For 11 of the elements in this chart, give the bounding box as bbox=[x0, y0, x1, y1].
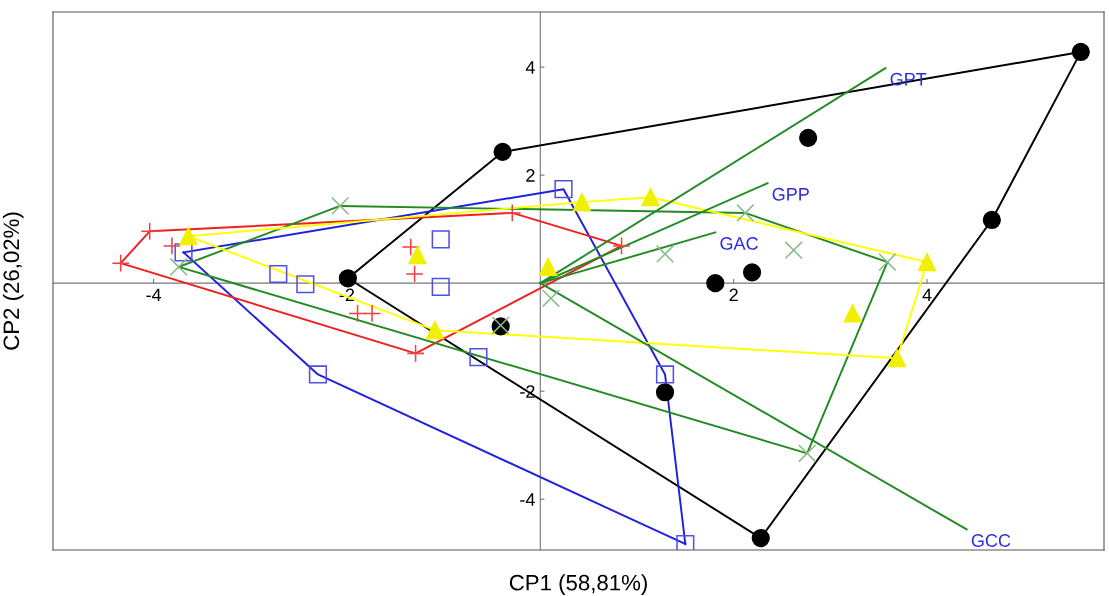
x-tick-label: 4 bbox=[922, 288, 932, 302]
y-axis-title: CP2 (26,02%) bbox=[2, 212, 24, 350]
x-tick-label: -4 bbox=[146, 288, 162, 302]
annotation: GCC bbox=[971, 534, 1011, 547]
x-tick-label: 2 bbox=[729, 288, 738, 302]
y-tick-label: -4 bbox=[520, 493, 535, 506]
x-axis-title: CP1 (58,81%) bbox=[509, 574, 647, 595]
y-tick-label: 4 bbox=[525, 61, 535, 74]
y-tick-label: 2 bbox=[526, 169, 535, 182]
annotation: GAC bbox=[720, 237, 758, 250]
annotation: GPP bbox=[772, 187, 809, 201]
